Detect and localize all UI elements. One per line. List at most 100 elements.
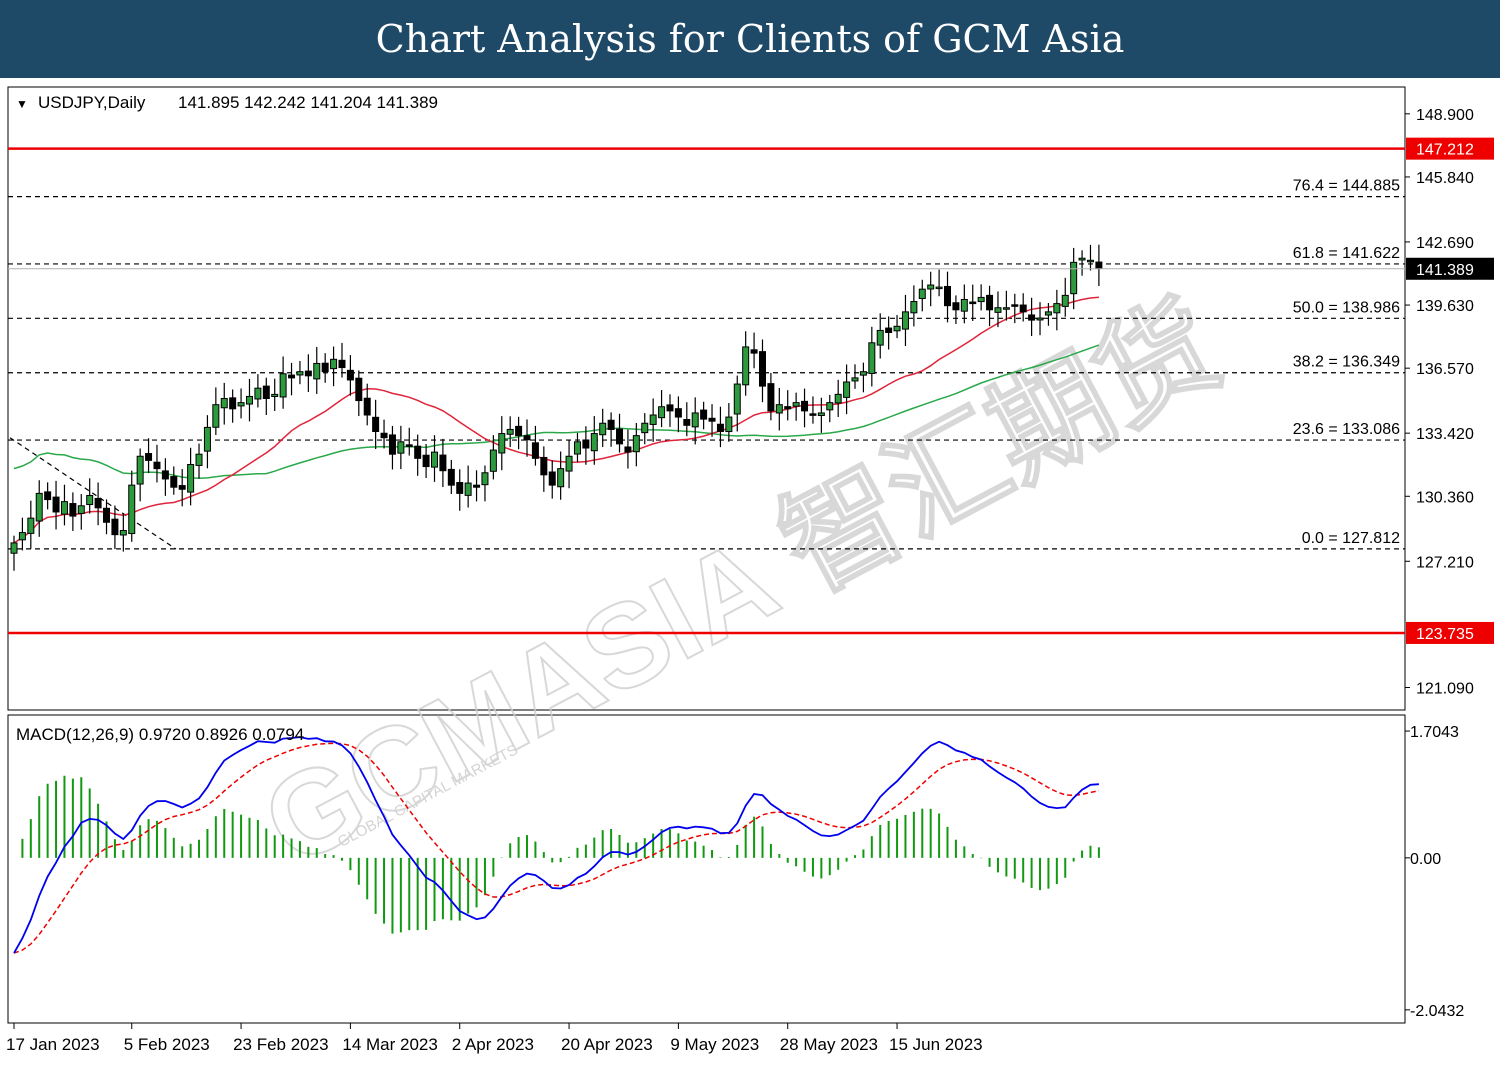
candle-body [245,395,253,405]
candle-body [708,417,716,422]
candle-body [111,518,119,536]
candles [10,244,1103,571]
candle-body [18,532,26,541]
candle-body [599,422,607,436]
price-tick-label: 148.900 [1416,107,1474,124]
header-labels: ▼ USDJPY,Daily 141.895 142.242 141.204 1… [16,93,438,744]
candle-body [767,383,775,412]
price-tick-label: 133.420 [1416,426,1474,443]
candle-body [431,451,438,468]
price-tick-label: 121.090 [1416,681,1474,698]
candle-body [817,412,825,417]
candle-body [641,422,649,434]
x-tick-label: 9 May 2023 [670,1035,759,1054]
candle-body [969,301,977,305]
candle-body [254,387,262,400]
candle-body [94,497,102,509]
candle-body [834,393,842,404]
candle-body [69,503,77,517]
level-badge [1406,137,1494,160]
symbol-label: USDJPY,Daily [38,93,146,112]
candle-body [960,298,968,312]
candle-body [624,446,632,453]
candle-body [481,472,489,486]
candle-body [363,397,371,416]
candle-body [885,327,893,333]
trendline [9,437,177,550]
candle-body [52,496,60,513]
candle-body [170,476,178,488]
axes: 148.900 145.840 142.690 139.630 136.570 133.4… [6,107,1494,1054]
macd-label: MACD(12,26,9) 0.9720 0.8926 0.0794 [16,725,304,744]
candle-body [439,454,447,472]
symbol-menu-icon: ▼ [16,97,28,111]
macd-panel [13,736,1100,954]
candle-body [321,362,329,373]
candle-body [674,408,682,418]
x-tick-label: 23 Feb 2023 [233,1035,328,1054]
price-tick-label: 130.360 [1416,489,1474,506]
candle-body [1086,259,1094,263]
candle-body [380,432,388,439]
x-tick-label: 28 May 2023 [780,1035,878,1054]
candle-body [893,325,901,332]
candle-body [414,445,422,459]
candle-body [489,449,497,472]
candle-body [271,393,279,397]
candle-body [742,346,750,386]
candle-body [1078,257,1086,261]
candle-body [1095,261,1103,270]
level-badge-label: 147.212 [1416,142,1474,159]
candle-body [590,433,598,452]
ma-fast-line [13,296,1099,544]
candle-body [1044,311,1052,316]
candle-body [927,284,935,290]
candle-body [986,294,994,311]
fib-label-50.0: 50.0 = 138.986 [1293,299,1400,316]
candle-body [700,409,708,420]
price-tick-label: 145.840 [1416,170,1474,187]
candle-body [145,453,153,461]
page-title: Chart Analysis for Clients of GCM Asia [0,0,1500,78]
candle-body [1036,317,1044,321]
candle-body [910,301,918,314]
macd-tick-label: -2.0432 [1410,1003,1464,1020]
candle-body [330,358,338,370]
candle-body [658,406,666,419]
candle-body [557,468,565,488]
candle-body [851,377,859,382]
candle-body [649,414,657,425]
x-tick-label: 14 Mar 2023 [342,1035,437,1054]
candle-body [279,373,287,398]
candle-body [918,288,926,300]
candle-body [456,482,464,494]
macd-signal-line [13,742,1100,954]
levels: 76.4 = 144.885 61.8 = 141.622 50.0 = 138.9… [8,147,1405,635]
level-badge-label: 123.735 [1416,626,1474,643]
candle-body [716,423,724,433]
x-tick-label: 15 Jun 2023 [889,1035,983,1054]
candle-body [523,435,531,441]
candle-body [952,302,960,311]
candle-body [582,439,590,449]
candle-body [355,377,363,402]
candle-body [161,470,169,480]
candle-body [565,455,573,472]
candle-body [935,286,943,290]
macd-panel-border [7,714,1406,1024]
candle-body [136,455,144,485]
candle-body [868,342,876,374]
x-tick-label: 2 Apr 2023 [452,1035,534,1054]
candle-body [35,492,43,522]
candle-body [801,400,809,412]
candle-body [220,398,228,409]
last-price-badge [1406,257,1494,280]
candle-body [1070,261,1078,295]
candle-body [195,453,203,466]
candle-body [464,482,472,496]
candle-body [237,402,245,407]
candle-body [531,442,539,459]
price-tick-label: 139.630 [1416,298,1474,315]
candle-body [86,494,94,506]
candle-body [1028,314,1036,321]
